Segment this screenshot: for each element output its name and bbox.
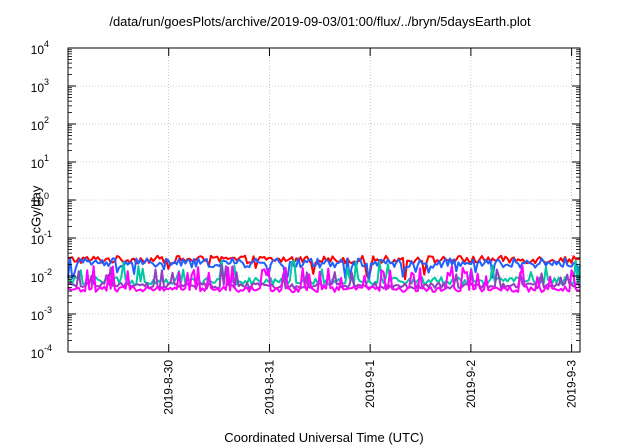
y-tick-exponent: 4 bbox=[44, 39, 49, 49]
y-tick-label: 10 bbox=[31, 43, 45, 57]
grid bbox=[68, 48, 580, 352]
series-line-2 bbox=[67, 257, 581, 283]
y-tick-label: 10 bbox=[31, 119, 45, 133]
y-tick-exponent: 0 bbox=[44, 191, 49, 201]
x-tick-label: 2019-9-2 bbox=[464, 360, 478, 408]
y-tick-label: 10 bbox=[31, 81, 45, 95]
y-tick-label: 10 bbox=[31, 233, 45, 247]
series-line-1 bbox=[67, 254, 581, 281]
series-layer bbox=[67, 254, 581, 293]
x-axis-label: Coordinated Universal Time (UTC) bbox=[224, 430, 424, 445]
y-tick-label: 10 bbox=[31, 195, 45, 209]
chart-title: /data/run/goesPlots/archive/2019-09-03/0… bbox=[109, 14, 531, 29]
x-tick-label: 2019-9-3 bbox=[565, 360, 579, 408]
y-tick-exponent: -4 bbox=[44, 343, 52, 353]
x-tick-label: 2019-8-31 bbox=[262, 360, 276, 415]
y-tick-label: 10 bbox=[31, 347, 45, 361]
y-tick-label: 10 bbox=[31, 309, 45, 323]
series-line-5 bbox=[67, 264, 581, 293]
x-tick-label: 2019-9-1 bbox=[363, 360, 377, 408]
y-tick-exponent: 1 bbox=[44, 153, 49, 163]
y-tick-exponent: -3 bbox=[44, 305, 52, 315]
y-tick-label: 10 bbox=[31, 271, 45, 285]
y-tick-exponent: 3 bbox=[44, 77, 49, 87]
y-tick-exponent: 2 bbox=[44, 115, 49, 125]
y-tick-label: 10 bbox=[31, 157, 45, 171]
y-tick-exponent: -2 bbox=[44, 267, 52, 277]
y-tick-exponent: -1 bbox=[44, 229, 52, 239]
x-tick-label: 2019-8-30 bbox=[162, 360, 176, 415]
